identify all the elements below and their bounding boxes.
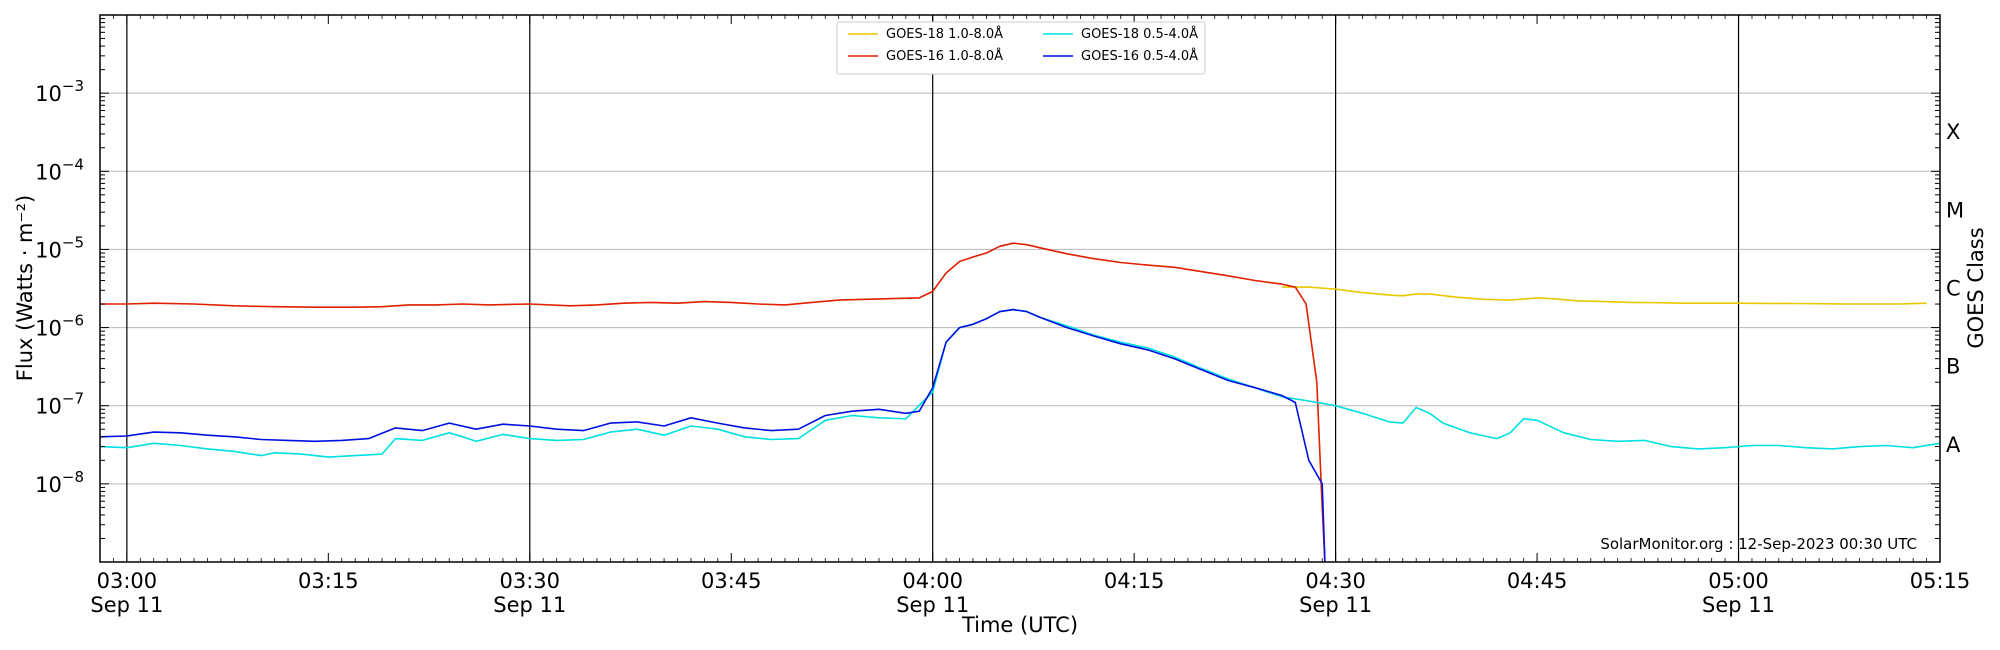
series-line xyxy=(100,242,1326,563)
legend-label: GOES-18 1.0-8.0Å xyxy=(886,26,1003,42)
goes-class-label: B xyxy=(1946,355,1960,379)
legend-label: GOES-16 1.0-8.0Å xyxy=(886,48,1003,64)
x-tick-date-label: Sep 11 xyxy=(1299,593,1372,617)
axis-ticks xyxy=(99,15,1941,563)
y-axis-title: Flux (Watts · m⁻²) xyxy=(13,195,37,381)
x-tick-label: 03:30 xyxy=(500,569,561,593)
credit-text: SolarMonitor.org : 12-Sep-2023 00:30 UTC xyxy=(1600,535,1917,553)
legend-box xyxy=(836,21,1206,75)
x-tick-label: 04:45 xyxy=(1507,569,1568,593)
horizontal-gridlines xyxy=(100,92,1940,485)
x-tick-label: 05:00 xyxy=(1708,569,1769,593)
vertical-time-markers xyxy=(126,15,1740,562)
x-tick-date-label: Sep 11 xyxy=(1702,593,1775,617)
series-line xyxy=(1281,286,1927,305)
x-tick-label: 04:00 xyxy=(902,569,963,593)
x-tick-date-label: Sep 11 xyxy=(90,593,163,617)
series-line xyxy=(99,308,1326,563)
x-tick-label: 04:15 xyxy=(1104,569,1165,593)
goes-class-label: C xyxy=(1946,277,1961,301)
y-tick-label: 10−3 xyxy=(35,77,84,106)
y-tick-label: 10−6 xyxy=(35,312,84,341)
y-tick-label: 10−7 xyxy=(35,390,84,419)
x-tick-label: 03:15 xyxy=(298,569,359,593)
plot-frame xyxy=(99,14,1941,563)
y-tick-label: 10−4 xyxy=(35,155,84,184)
x-tick-date-label: Sep 11 xyxy=(493,593,566,617)
x-tick-label: 03:45 xyxy=(701,569,762,593)
x-tick-label: 03:00 xyxy=(97,569,158,593)
y-tick-label: 10−5 xyxy=(35,233,84,262)
legend: GOES-18 1.0-8.0Å GOES-16 1.0-8.0Å GOES-18 … xyxy=(836,21,1206,75)
x-tick-label: 05:15 xyxy=(1910,569,1971,593)
y-tick-labels: 10−8 10−7 10−6 10−5 10−4 10−3 xyxy=(35,77,84,497)
y-tick-label: 10−8 xyxy=(35,468,84,497)
goes-class-label: X xyxy=(1946,120,1960,144)
x-axis-title: Time (UTC) xyxy=(961,613,1078,637)
x-tick-date-label: Sep 11 xyxy=(896,593,969,617)
legend-label: GOES-18 0.5-4.0Å xyxy=(1081,26,1198,42)
flux-series xyxy=(99,242,1941,563)
legend-label: GOES-16 0.5-4.0Å xyxy=(1081,48,1198,64)
goes-class-label: A xyxy=(1946,433,1961,457)
goes-class-label: M xyxy=(1946,198,1964,222)
x-tick-label: 04:30 xyxy=(1305,569,1366,593)
y2-axis-title: GOES Class xyxy=(1964,227,1988,348)
goes-class-labels: A B C M X xyxy=(1946,120,1964,457)
